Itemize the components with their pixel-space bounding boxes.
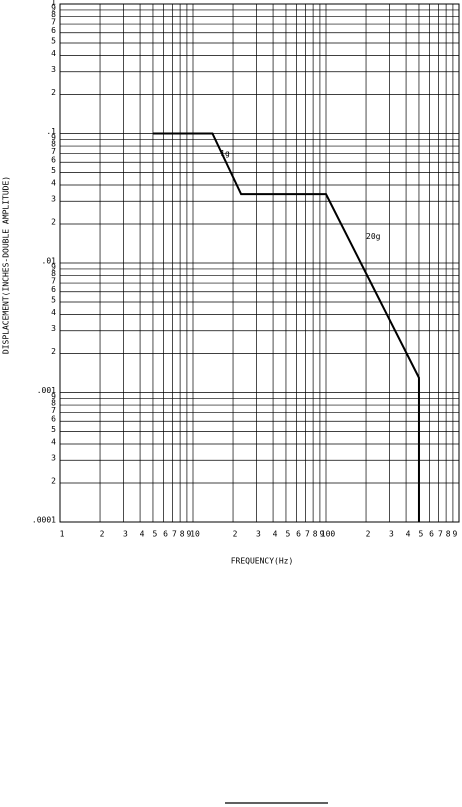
annotation: 1g [220, 149, 230, 158]
y-tick-label: 3 [51, 195, 56, 204]
y-tick-label: 4 [51, 438, 56, 447]
x-tick-label: 8 [446, 530, 451, 539]
x-tick-label: 5 [153, 530, 158, 539]
x-tick-label: 4 [140, 530, 145, 539]
x-tick-label: 9 [187, 530, 192, 539]
y-tick-label: .01 [42, 257, 57, 266]
x-tick-label: 7 [172, 530, 177, 539]
y-tick-label: 9 [51, 133, 56, 142]
y-tick-label: 8 [51, 10, 56, 19]
x-tick-label: 4 [273, 530, 278, 539]
x-tick-label: 8 [313, 530, 318, 539]
y-tick-label: 8 [51, 269, 56, 278]
y-tick-label: 3 [51, 324, 56, 333]
y-tick-label: 4 [51, 179, 56, 188]
annotation: 20g [366, 232, 381, 241]
x-tick-label: 3 [389, 530, 394, 539]
y-tick-label: 7 [51, 406, 56, 415]
y-tick-label: 2 [51, 477, 56, 486]
x-tick-label: 6 [296, 530, 301, 539]
y-tick-label: .1 [46, 127, 56, 136]
y-tick-label: 5 [51, 425, 56, 434]
y-tick-label: 5 [51, 295, 56, 304]
y-tick-label: 2 [51, 347, 56, 356]
y-tick-label: 8 [51, 140, 56, 149]
y-axis-label: DISPLACEMENT(INCHES-DOUBLE AMPLITUDE) [2, 176, 11, 354]
x-tick-label: 2 [233, 530, 238, 539]
y-tick-label: 3 [51, 65, 56, 74]
y-tick-label: 6 [51, 285, 56, 294]
y-tick-label: 4 [51, 308, 56, 317]
x-tick-label: 10 [190, 530, 200, 539]
x-tick-label: 7 [305, 530, 310, 539]
y-tick-label: 9 [51, 3, 56, 12]
y-tick-label: 2 [51, 88, 56, 97]
x-tick-label: 3 [256, 530, 261, 539]
x-tick-label: 100 [321, 530, 336, 539]
x-tick-label: 4 [406, 530, 411, 539]
x-axis-label: FREQUENCY(Hz) [231, 557, 294, 566]
y-tick-label: 1 [51, 0, 56, 7]
y-tick-label: 8 [51, 399, 56, 408]
x-tick-label: 2 [100, 530, 105, 539]
y-tick-label: 5 [51, 166, 56, 175]
x-tick-label: 5 [286, 530, 291, 539]
y-tick-label: 6 [51, 415, 56, 424]
y-tick-label: .0001 [32, 516, 56, 525]
data-line [152, 132, 420, 522]
y-tick-label: 3 [51, 454, 56, 463]
y-tick-label: 6 [51, 26, 56, 35]
y-tick-label: 7 [51, 277, 56, 286]
y-tick-label: 4 [51, 49, 56, 58]
x-tick-label: 6 [163, 530, 168, 539]
x-tick-label: 2 [366, 530, 371, 539]
y-tick-label: 9 [51, 392, 56, 401]
y-tick-label: 5 [51, 36, 56, 45]
x-tick-label: 7 [438, 530, 443, 539]
x-tick-label: 1 [60, 530, 65, 539]
y-tick-label: 9 [51, 262, 56, 271]
x-tick-label: 6 [429, 530, 434, 539]
x-tick-label: 3 [123, 530, 128, 539]
x-tick-label: 9 [320, 530, 325, 539]
y-tick-label: 7 [51, 18, 56, 27]
y-tick-label: 6 [51, 156, 56, 165]
y-tick-label: 2 [51, 218, 56, 227]
x-tick-label: 9 [453, 530, 458, 539]
y-tick-label: .001 [37, 386, 56, 395]
x-tick-label: 8 [180, 530, 185, 539]
y-tick-label: 7 [51, 147, 56, 156]
x-tick-label: 5 [419, 530, 424, 539]
